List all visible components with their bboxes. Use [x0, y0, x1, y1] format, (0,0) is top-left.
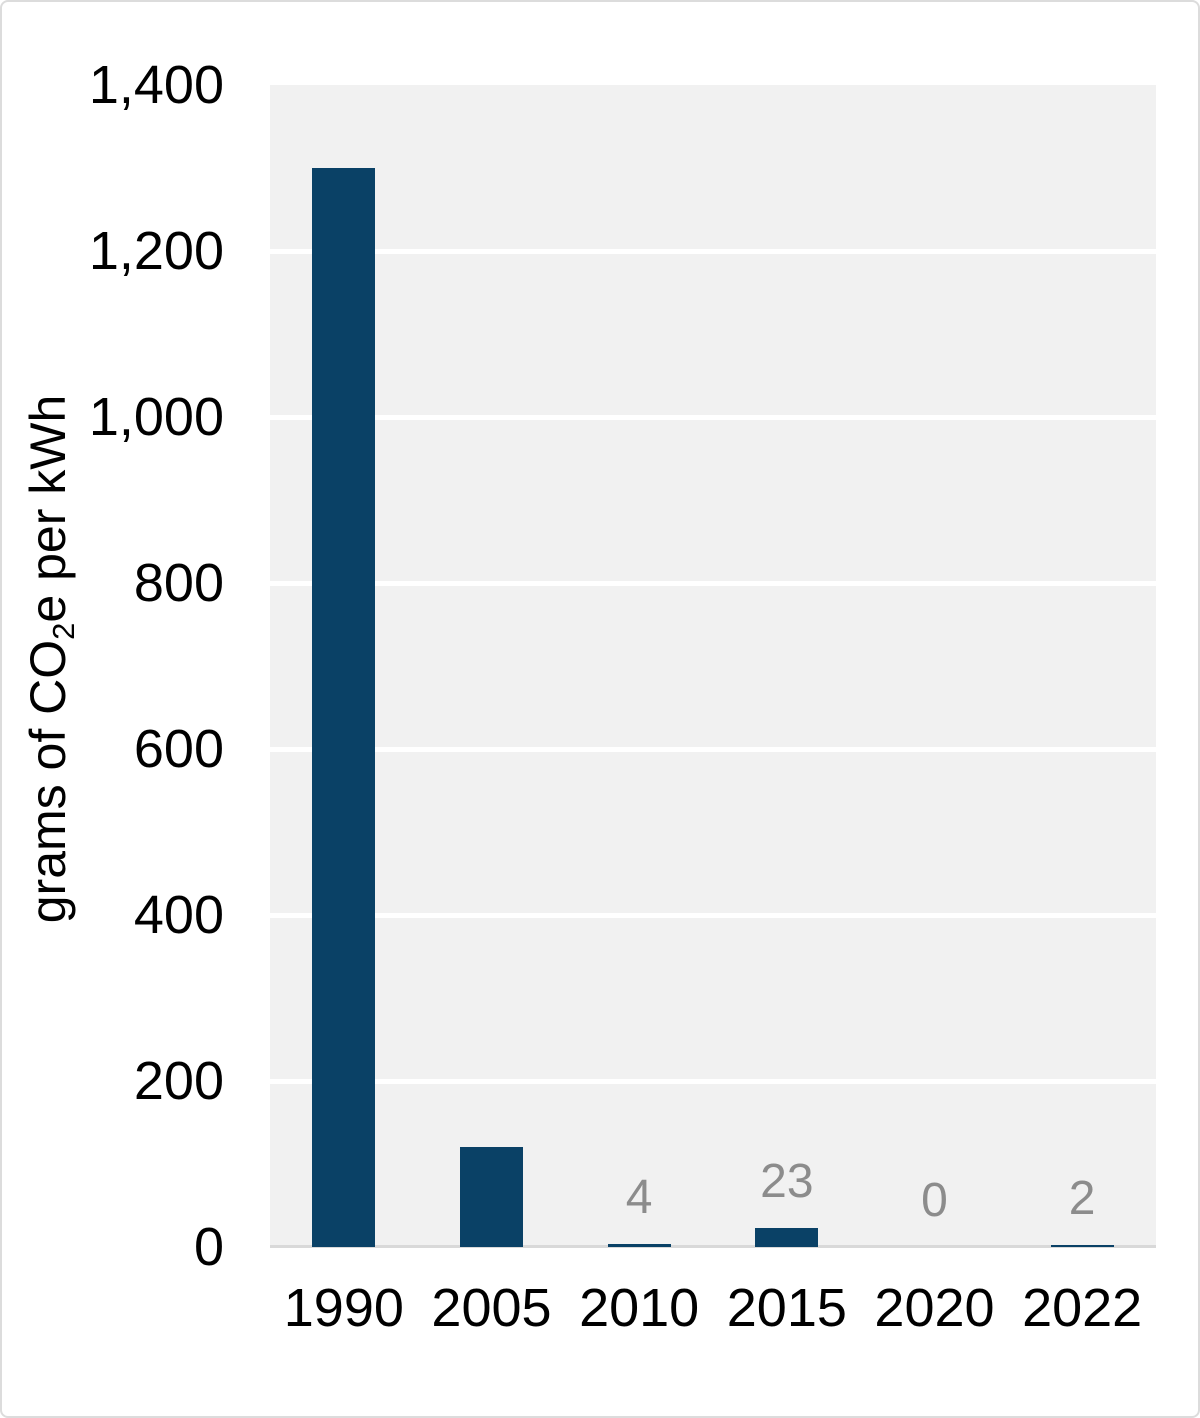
y-tick-label: 1,000: [88, 387, 224, 447]
bar-value-label: 4: [625, 1170, 653, 1224]
x-tick-label: 1990: [283, 1278, 404, 1338]
y-axis-title-pre: grams of CO: [20, 639, 76, 924]
y-axis-title: grams of CO2e per kWh: [20, 395, 81, 924]
gridline: [270, 1078, 1156, 1084]
x-tick-label: 2015: [726, 1278, 847, 1338]
bar-2022: [1050, 1245, 1114, 1247]
y-tick-label: 200: [133, 1051, 224, 1111]
gridline: [270, 248, 1156, 254]
gridline: [270, 746, 1156, 752]
gridline: [270, 580, 1156, 586]
y-tick-label: 1,200: [88, 221, 224, 281]
gridline: [270, 414, 1156, 420]
x-tick-label: 2022: [1022, 1278, 1143, 1338]
x-tick-label: 2005: [431, 1278, 552, 1338]
plot-area: 4 23 0 2: [270, 85, 1156, 1248]
bar-2005: [460, 1147, 523, 1247]
bar-value-label: 2: [1068, 1172, 1096, 1225]
y-tick-label: 400: [133, 885, 224, 945]
y-tick-label: 1,400: [88, 55, 224, 115]
bar-1990: [312, 168, 376, 1247]
bar-value-label: 23: [760, 1154, 814, 1208]
y-tick-label: 600: [133, 719, 224, 779]
y-axis-title-subscript: 2: [45, 622, 81, 640]
gridline: [270, 912, 1156, 918]
x-axis-baseline: [270, 1245, 1156, 1248]
bar-2015: [755, 1227, 819, 1247]
y-tick-label: 800: [133, 553, 224, 613]
x-tick-label: 2010: [579, 1278, 700, 1338]
x-tick-label: 2020: [874, 1278, 995, 1338]
y-tick-label: 0: [193, 1217, 224, 1277]
bar-2010: [607, 1243, 671, 1247]
bar-value-label: 0: [921, 1174, 948, 1227]
